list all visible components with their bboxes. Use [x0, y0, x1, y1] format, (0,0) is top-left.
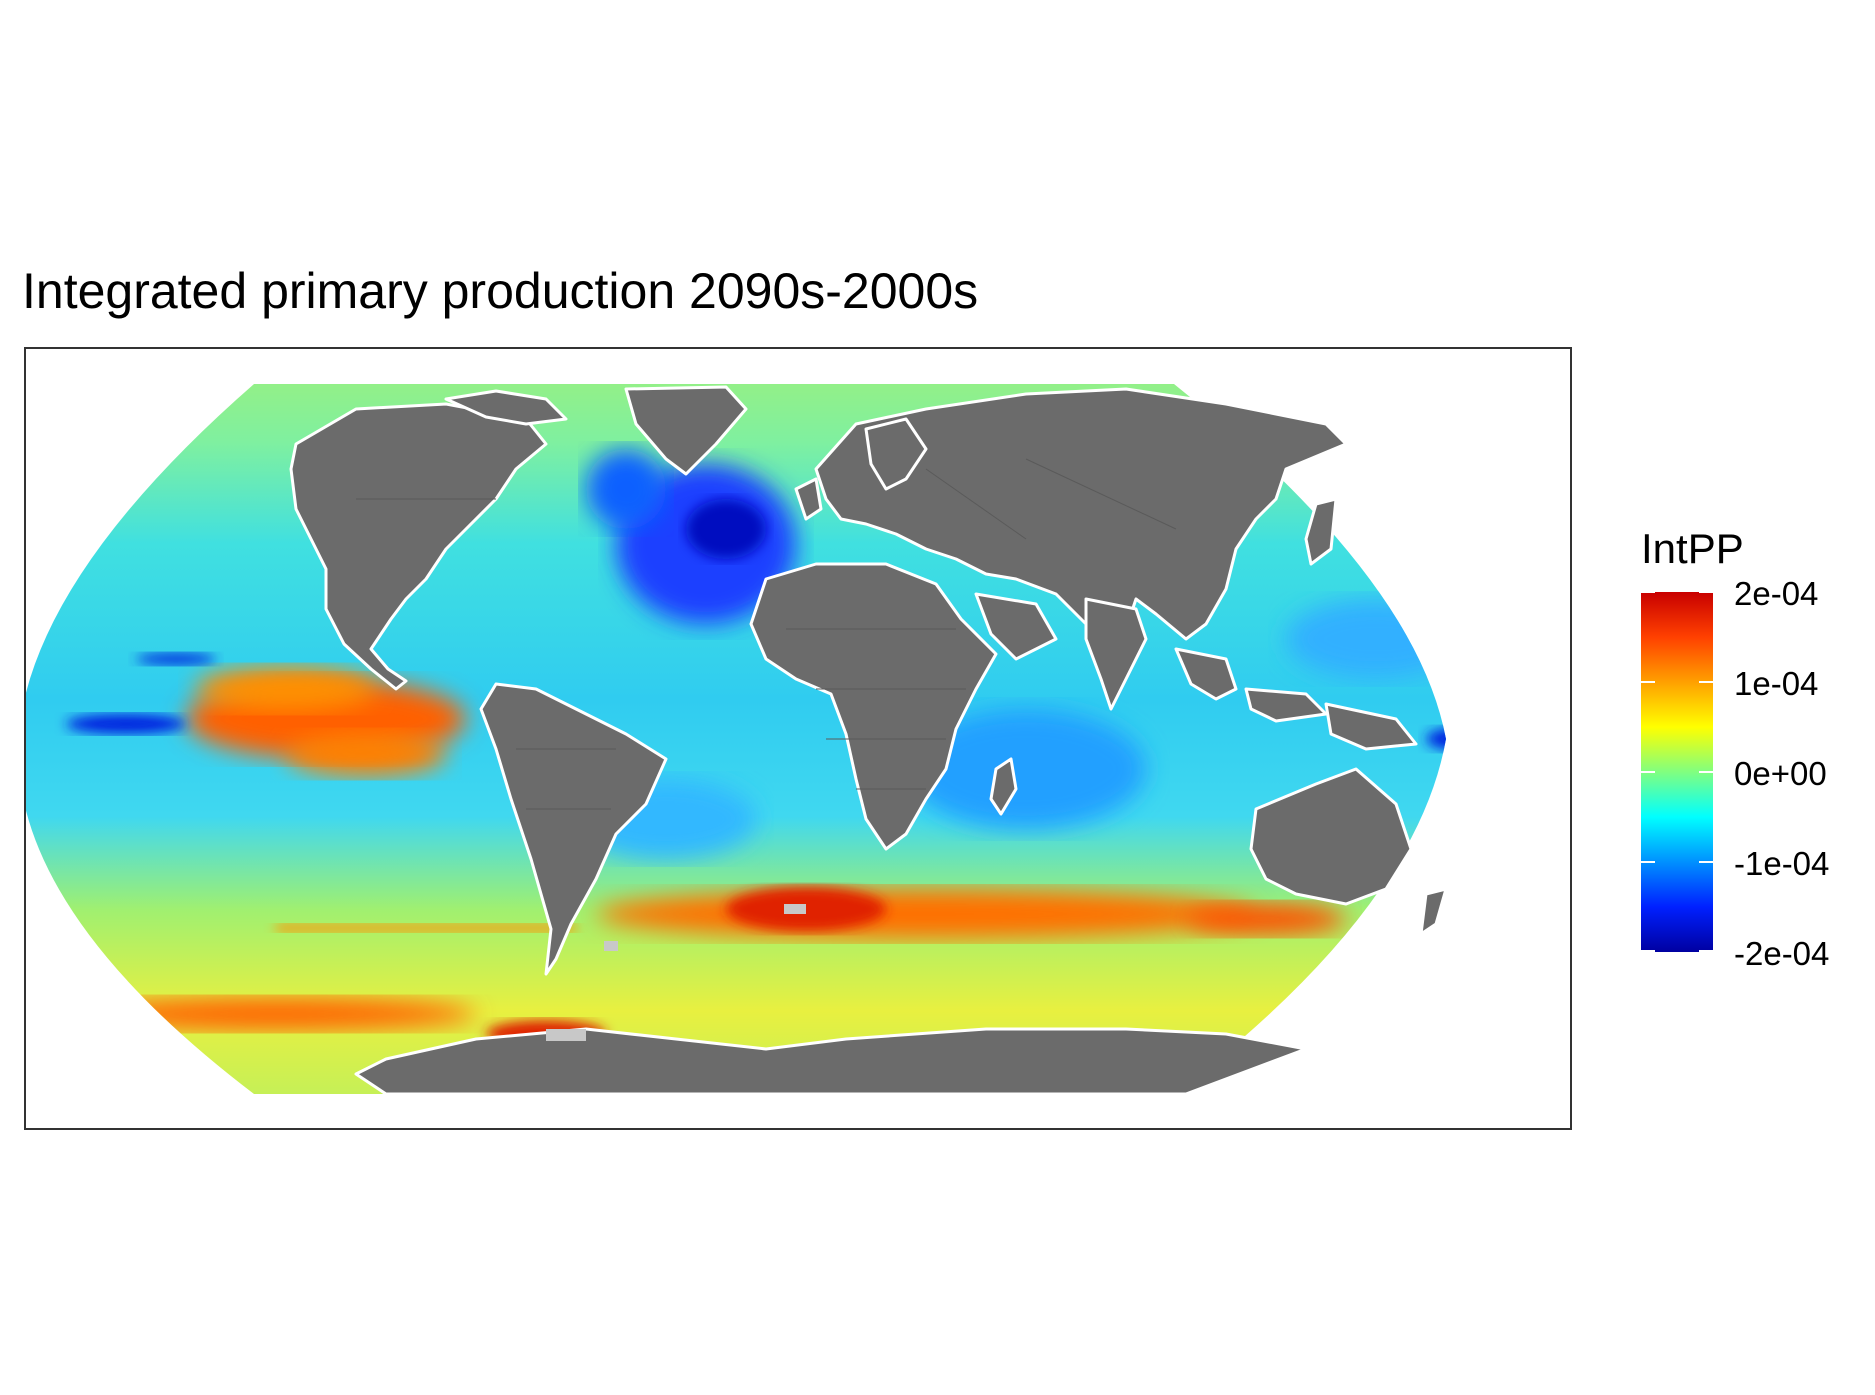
- country-borders: [356, 458, 1177, 810]
- legend-label-high: 1e-04: [1734, 665, 1819, 702]
- colorbar-ticks: [1641, 592, 1713, 952]
- legend-title: IntPP: [1641, 525, 1744, 572]
- colorbar: [1641, 592, 1713, 952]
- world-map: [26, 384, 1448, 1096]
- plot-title: Integrated primary production 2090s-2000…: [22, 263, 979, 319]
- legend-label-min: -2e-04: [1734, 935, 1830, 972]
- missing-data: [546, 904, 806, 1041]
- legend-label-low: -1e-04: [1734, 845, 1830, 882]
- map-panel: [24, 347, 1572, 1130]
- legend-label-zero: 0e+00: [1734, 755, 1827, 792]
- land-masses: [289, 385, 1448, 1096]
- legend-label-max: 2e-04: [1734, 575, 1819, 612]
